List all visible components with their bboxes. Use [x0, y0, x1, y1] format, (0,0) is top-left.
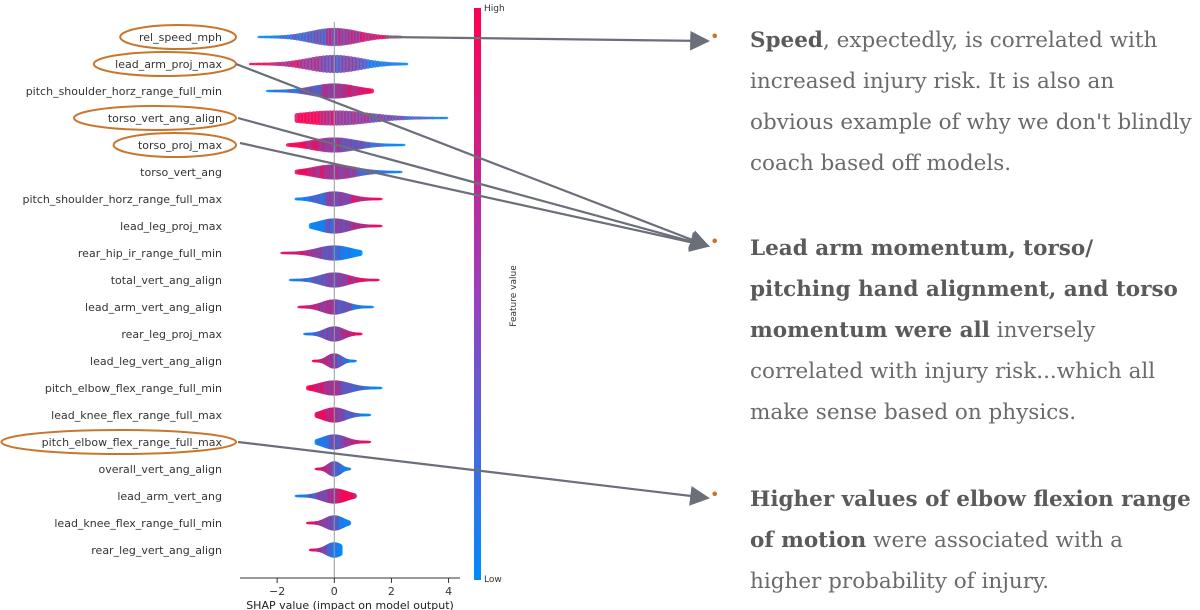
note-run-1: , expectedly, is correlated with increas… — [750, 28, 1192, 176]
annotation-arrow-3 — [237, 116, 710, 251]
swarm-point — [400, 143, 406, 147]
colorbar-low-label: Low — [484, 575, 502, 585]
swarm-point — [337, 544, 343, 556]
feature-label-total_vert_ang_align: total_vert_ang_align — [111, 274, 222, 287]
feature-label-torso_proj_max: torso_proj_max — [138, 139, 223, 152]
note-speed: Speed, expectedly, is correlated with in… — [750, 20, 1195, 184]
highlight-oval-torso_proj_max — [112, 132, 238, 158]
highlight-oval-rel_speed_mph — [119, 24, 238, 50]
note-run-0: Speed — [750, 28, 823, 53]
feature-label-lead_arm_vert_ang: lead_arm_vert_ang — [117, 490, 222, 503]
feature-label-torso_vert_ang_align: torso_vert_ang_align — [108, 112, 222, 125]
feature-labels: rel_speed_mph lead_arm_proj_max pitch_shou… — [22, 31, 222, 557]
swarm-point — [397, 170, 403, 174]
feature-label-torso_vert_ang: torso_vert_ang — [140, 166, 222, 179]
swarm-point — [345, 520, 352, 526]
colorbar-gradient — [474, 8, 481, 580]
swarm-point — [443, 116, 449, 120]
swarm-point — [345, 467, 352, 471]
feature-label-lead_arm_proj_max: lead_arm_proj_max — [115, 58, 222, 71]
swarm-overall_vert_ang_align — [314, 461, 352, 477]
swarm-point — [365, 413, 372, 417]
highlight-oval-torso_vert_ang_align — [73, 105, 237, 131]
swarm-point — [368, 88, 375, 94]
swarm-point — [365, 440, 372, 444]
x-tick-label: −2 — [269, 585, 285, 598]
annotation-arrows — [235, 30, 710, 506]
feature-label-pitch_elbow_flex_range_full_max: pitch_elbow_flex_range_full_max — [42, 436, 223, 449]
feature-label-lead_knee_flex_range_full_min: lead_knee_flex_range_full_min — [54, 517, 222, 530]
swarm-rear_leg_vert_ang_align — [308, 542, 343, 558]
swarm-point — [374, 278, 380, 282]
annotation-arrow-5 — [237, 440, 710, 506]
swarm-point — [357, 332, 363, 336]
x-tick-label: 2 — [388, 585, 395, 598]
colorbar-title: Feature value — [509, 265, 519, 327]
swarm-lead_leg_vert_ang_align — [311, 353, 357, 369]
swarm-lead_arm_proj_max — [248, 54, 409, 74]
swarm-layer — [248, 22, 449, 578]
highlight-oval-pitch_elbow_flex_range_full_max — [0, 429, 237, 455]
swarm-pitch_elbow_flex_range_full_max — [314, 434, 372, 450]
note-run-1: inversely correlated with injury risk...… — [750, 318, 1156, 425]
note-elbow: Higher values of elbow flexion range of … — [750, 479, 1195, 602]
note-bullet-1: • — [710, 27, 720, 46]
swarm-point — [351, 359, 357, 363]
swarm-lead_knee_flex_range_full_max — [314, 407, 372, 423]
feature-label-lead_knee_flex_range_full_max: lead_knee_flex_range_full_max — [51, 409, 222, 422]
swarm-lead_knee_flex_range_full_min — [305, 515, 352, 531]
note-lead-arm: Lead arm momentum, torso/ pitching hand … — [750, 228, 1195, 433]
annotation-arrow-2 — [235, 62, 710, 249]
swarm-pitch_elbow_flex_range_full_min — [305, 380, 383, 396]
colorbar: High Low Feature value — [474, 4, 519, 585]
swarm-total_vert_ang_align — [288, 272, 380, 288]
feature-label-pitch_shoulder_horz_range_full_min: pitch_shoulder_horz_range_full_min — [26, 85, 222, 98]
note-run-0: Higher values of elbow flexion range of … — [750, 487, 1191, 553]
feature-label-rear_leg_proj_max: rear_leg_proj_max — [121, 328, 222, 341]
feature-label-rear_hip_ir_range_full_min: rear_hip_ir_range_full_min — [78, 247, 222, 260]
swarm-point — [377, 197, 383, 201]
feature-label-lead_leg_vert_ang_align: lead_leg_vert_ang_align — [90, 355, 222, 368]
x-tick-label: 4 — [445, 585, 452, 598]
swarm-rel_speed_mph — [257, 27, 403, 47]
swarm-rear_hip_ir_range_full_min — [280, 245, 363, 261]
swarm-point — [351, 493, 357, 499]
feature-label-pitch_elbow_flex_range_full_min: pitch_elbow_flex_range_full_min — [45, 382, 222, 395]
feature-label-rel_speed_mph: rel_speed_mph — [139, 31, 222, 44]
feature-label-rear_leg_vert_ang_align: rear_leg_vert_ang_align — [91, 544, 222, 557]
feature-label-overall_vert_ang_align: overall_vert_ang_align — [99, 463, 223, 476]
note-run-0: Lead arm momentum, torso/ pitching hand … — [750, 236, 1178, 343]
note-bullet-2: • — [710, 232, 720, 251]
swarm-pitch_shoulder_horz_range_full_max — [294, 191, 383, 207]
highlight-ovals — [0, 24, 238, 455]
swarm-point — [377, 224, 383, 228]
note-bullet-3: • — [710, 485, 720, 504]
annotation-arrow-1 — [385, 30, 710, 51]
swarm-rear_leg_proj_max — [303, 326, 363, 342]
x-axis-label: SHAP value (impact on model output) — [246, 599, 454, 610]
feature-label-lead_arm_vert_ang_align: lead_arm_vert_ang_align — [85, 301, 222, 314]
x-tick-label: 0 — [331, 585, 338, 598]
swarm-lead_leg_proj_max — [308, 218, 383, 234]
swarm-point — [357, 249, 363, 257]
swarm-point — [377, 386, 383, 390]
swarm-torso_proj_max — [285, 137, 406, 153]
swarm-torso_vert_ang_align — [294, 110, 449, 126]
annotation-arrow-4 — [239, 141, 710, 252]
colorbar-high-label: High — [484, 4, 505, 14]
swarm-point — [403, 62, 409, 66]
swarm-lead_arm_vert_ang — [294, 488, 357, 504]
note-run-1: were associated with a higher probabilit… — [750, 528, 1123, 594]
swarm-lead_arm_vert_ang_align — [297, 299, 375, 315]
feature-label-lead_leg_proj_max: lead_leg_proj_max — [120, 220, 222, 233]
swarm-point — [368, 305, 375, 309]
feature-label-pitch_shoulder_horz_range_full_max: pitch_shoulder_horz_range_full_max — [22, 193, 222, 206]
